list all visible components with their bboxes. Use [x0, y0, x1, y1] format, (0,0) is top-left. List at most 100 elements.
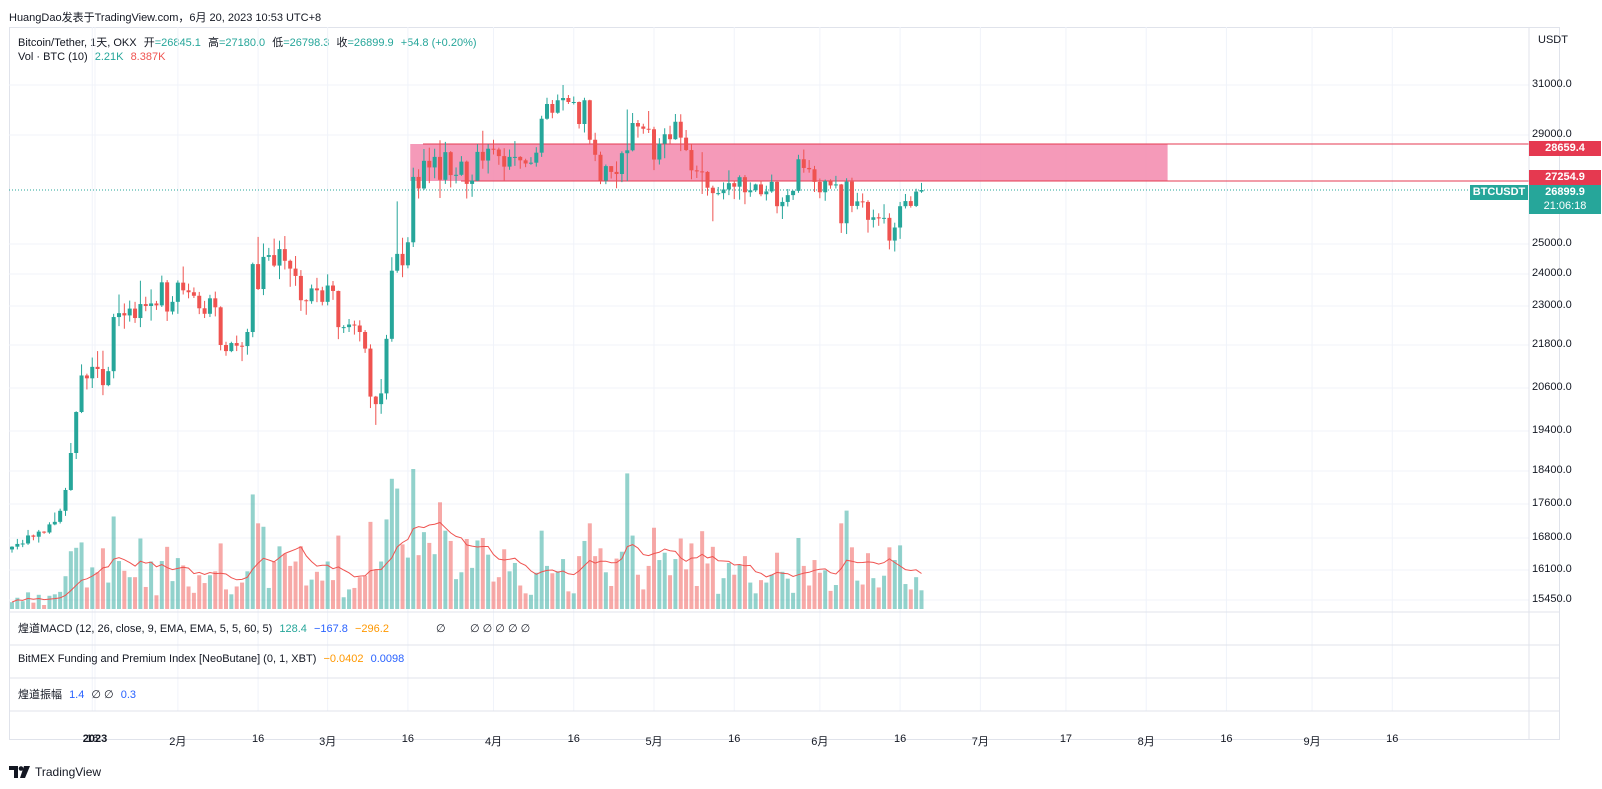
volume-bar	[914, 577, 919, 609]
volume-bar	[892, 560, 897, 609]
candle	[823, 179, 828, 201]
candle-body	[100, 369, 105, 386]
volume-bar	[63, 576, 68, 609]
volume-bar	[705, 563, 710, 609]
macd-empty-marks: ∅ ∅ ∅ ∅ ∅ ∅	[436, 623, 531, 635]
volume-bar	[561, 559, 566, 609]
volume-bar	[106, 582, 111, 609]
volume-bar	[785, 578, 790, 609]
candle-body	[486, 148, 491, 161]
candle	[47, 522, 52, 534]
volume-bar	[855, 580, 860, 609]
candle	[700, 152, 705, 194]
candle	[657, 138, 662, 165]
volume-bar	[919, 590, 924, 609]
candle	[668, 125, 673, 144]
candle	[357, 320, 362, 342]
volume-bar	[154, 595, 159, 609]
candle-body	[523, 160, 528, 164]
candle-body	[368, 348, 373, 397]
volume-bar	[373, 569, 378, 609]
price-tick-label: 17600.0	[1532, 497, 1572, 509]
volume-bar	[207, 575, 212, 609]
candle-body	[256, 264, 261, 290]
candle-body	[689, 150, 694, 171]
candle	[587, 99, 592, 144]
candle	[79, 364, 84, 414]
volume-bar	[828, 590, 833, 609]
candle-body	[282, 249, 287, 261]
candle-body	[823, 181, 828, 193]
candle-body	[817, 181, 822, 193]
legend-change: +54.8 (+0.20%)	[400, 37, 477, 49]
candle	[662, 128, 667, 159]
candle	[240, 342, 245, 362]
candle	[496, 147, 501, 165]
volume-bar	[700, 531, 705, 609]
vol-label[interactable]: Vol · BTC (10)	[18, 51, 88, 63]
candle-body	[657, 143, 662, 160]
candle	[641, 123, 646, 134]
volume-bar	[240, 582, 245, 609]
candle-body	[726, 183, 731, 190]
candle-body	[154, 303, 159, 306]
candle	[421, 148, 426, 190]
candle-body	[186, 290, 191, 293]
candle-body	[555, 100, 560, 113]
funding-label[interactable]: BitMEX Funding and Premium Index [NeoBut…	[18, 653, 317, 665]
candle	[673, 114, 678, 140]
candle-body	[74, 412, 79, 453]
candle	[389, 257, 394, 342]
volume-bar	[619, 551, 624, 609]
time-tick-label: 16	[893, 733, 907, 745]
candle-body	[566, 98, 571, 102]
volume-bar	[716, 593, 721, 609]
funding-value-1: −0.0402	[323, 653, 364, 665]
candle-body	[593, 139, 598, 155]
candle	[10, 546, 14, 553]
candle	[480, 130, 485, 169]
volume-bar	[298, 546, 303, 609]
candle	[331, 281, 335, 300]
candle	[769, 174, 774, 193]
candle	[908, 196, 913, 208]
volume-bar	[42, 605, 47, 609]
candle	[464, 160, 469, 199]
volume-bar	[908, 589, 913, 609]
candle	[775, 181, 780, 214]
candle	[614, 161, 619, 189]
volume-bar	[812, 560, 817, 609]
legend-symbol[interactable]: Bitcoin/Tether, 1天, OKX	[18, 37, 137, 49]
legend-high-label: 高	[207, 37, 219, 49]
volume-bar	[635, 574, 640, 609]
candle	[710, 185, 715, 222]
volume-bar	[325, 561, 330, 609]
volume-bar	[876, 587, 881, 609]
volume-bar	[480, 538, 485, 609]
candle-body	[379, 393, 384, 405]
brand-footer[interactable]: TradingView	[9, 765, 101, 779]
candle	[721, 182, 726, 200]
candle	[26, 529, 31, 545]
candle-body	[170, 301, 175, 312]
volume-bar	[395, 488, 400, 609]
candle	[165, 280, 170, 321]
candle-body	[15, 543, 20, 547]
candle-body	[106, 371, 111, 386]
candle-body	[668, 134, 673, 140]
candle	[416, 169, 421, 199]
amplitude-label[interactable]: 煌道振幅	[18, 689, 62, 701]
volume-bar	[229, 594, 234, 609]
candle-body	[79, 375, 84, 413]
macd-label[interactable]: 煌道MACD (12, 26, close, 9, EMA, EMA, 5, 5…	[18, 623, 273, 635]
candle-body	[143, 304, 148, 306]
candle-body	[341, 327, 346, 329]
upper-level-tag: 28659.4	[1529, 141, 1601, 156]
candle	[20, 539, 25, 548]
volume-bar	[796, 538, 801, 609]
candle	[15, 538, 20, 550]
volume-bar	[807, 585, 812, 609]
countdown-timer: 21:06:18	[1543, 200, 1587, 212]
time-tick-label: 16	[728, 733, 741, 745]
